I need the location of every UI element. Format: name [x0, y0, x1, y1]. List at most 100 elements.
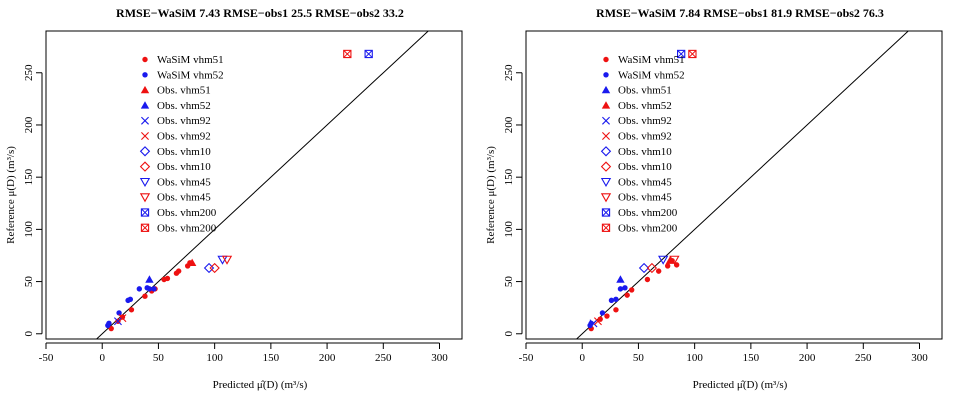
- legend-label: Obs. vhm52: [618, 100, 672, 112]
- data-point: [118, 314, 127, 323]
- y-tick-label: 50: [23, 276, 35, 288]
- legend-item: Obs. vhm45: [600, 192, 672, 204]
- legend-label: Obs. vhm10: [157, 161, 211, 173]
- x-tick-label: 150: [743, 352, 760, 364]
- series-obs-vhm45: [221, 255, 233, 265]
- legend-label: WaSiM vhm52: [618, 69, 685, 81]
- legend-item: WaSiM vhm51: [142, 54, 224, 66]
- marker-cross: [141, 223, 149, 232]
- legend-symbol: [601, 223, 611, 232]
- series-obs-vhm200: [688, 49, 697, 59]
- data-point: [203, 262, 215, 274]
- y-axis: 0 50 100 150 200 250: [23, 64, 43, 337]
- legend-item: Obs. vhm92: [141, 115, 211, 127]
- x-tick-label: -50: [39, 352, 54, 364]
- one-to-one-line: [95, 31, 430, 339]
- x-axis-label: Predicted μ̂(D) (m³/s): [213, 379, 308, 391]
- marker-box: [343, 49, 352, 59]
- data-point: [617, 286, 624, 292]
- data-point: [624, 292, 630, 298]
- data-point: [146, 286, 153, 292]
- legend-symbol: [600, 177, 612, 188]
- marker-box: [601, 208, 611, 217]
- data-point: [613, 307, 619, 313]
- series-wasim-vhm51: [588, 257, 680, 332]
- series-obs-vhm200: [364, 49, 373, 59]
- legend-symbol: [600, 146, 612, 157]
- legend-item: Obs. vhm200: [140, 222, 217, 234]
- marker-box: [677, 49, 686, 59]
- marker-cross: [677, 50, 686, 58]
- legend-item: Obs. vhm51: [140, 85, 211, 97]
- data-point: [221, 255, 233, 265]
- legend-item: Obs. vhm92: [141, 131, 211, 143]
- legend-label: Obs. vhm200: [618, 207, 678, 219]
- legend-symbol: [140, 101, 150, 109]
- series-obs-vhm92: [593, 317, 602, 326]
- data-point: [646, 262, 658, 274]
- data-point: [113, 317, 122, 326]
- marker-box: [140, 223, 150, 232]
- x-axis: -50 0 50 100 150 200 250 300: [519, 342, 928, 364]
- plot-frame: [525, 30, 943, 340]
- legend-item: Obs. vhm200: [601, 207, 678, 219]
- scatter-panel-right: RMSE−WaSiM 7.84 RMSE−obs1 81.9 RMSE−obs2…: [485, 6, 943, 391]
- legend-label: Obs. vhm200: [618, 222, 678, 234]
- data-point: [209, 262, 220, 274]
- legend-symbol: [601, 85, 611, 94]
- x-tick-label: 50: [153, 352, 165, 364]
- data-point: [164, 275, 171, 282]
- legend-label: Obs. vhm52: [157, 100, 211, 112]
- legend-item: Obs. vhm92: [602, 131, 672, 143]
- series-wasim-vhm52: [105, 285, 157, 329]
- y-axis-label: Reference μ(D) (m³/s): [485, 146, 497, 244]
- data-point: [664, 263, 671, 269]
- y-tick-label: 100: [23, 221, 35, 238]
- marker-cross: [602, 223, 610, 232]
- data-point: [673, 262, 680, 268]
- series-obs-vhm92: [589, 319, 598, 328]
- legend-item: Obs. vhm10: [139, 146, 211, 158]
- legend-symbol: [139, 146, 151, 157]
- legend-symbol: [601, 101, 611, 109]
- legend-item: WaSiM vhm52: [603, 69, 685, 81]
- data-point: [658, 255, 669, 265]
- data-point: [343, 49, 352, 59]
- data-point: [364, 49, 373, 59]
- series-obs-vhm200: [343, 49, 352, 59]
- y-tick-label: 200: [503, 116, 515, 133]
- legend-symbol: [140, 85, 150, 94]
- legend-label: WaSiM vhm52: [157, 69, 224, 81]
- plot-frame: [45, 30, 463, 340]
- marker-cross: [602, 208, 610, 217]
- legend-label: Obs. vhm10: [157, 146, 211, 158]
- marker-cross: [343, 50, 352, 58]
- data-point: [593, 317, 602, 326]
- legend-item: Obs. vhm45: [139, 176, 211, 188]
- data-point: [669, 255, 680, 265]
- y-axis: 0 50 100 150 200 250: [503, 64, 523, 337]
- data-point: [613, 296, 619, 303]
- legend-label: Obs. vhm45: [157, 192, 211, 204]
- chart-title: RMSE−WaSiM 7.43 RMSE−obs1 25.5 RMSE−obs2…: [116, 6, 404, 20]
- legend-label: Obs. vhm92: [618, 131, 672, 143]
- legend-label: Obs. vhm92: [157, 115, 211, 127]
- marker-cross: [141, 208, 149, 217]
- legend-label: Obs. vhm10: [618, 161, 672, 173]
- data-point: [655, 268, 662, 274]
- data-point: [187, 258, 197, 266]
- legend-symbol: [602, 116, 610, 125]
- data-point: [142, 293, 148, 299]
- legend-symbol: [139, 177, 151, 188]
- series-obs-vhm51: [187, 258, 197, 266]
- series-obs-vhm52: [665, 256, 675, 264]
- legend-item: Obs. vhm200: [601, 222, 678, 234]
- legend-symbol: [600, 193, 612, 203]
- legend-symbol: [139, 161, 151, 172]
- x-axis: -50 0 50 100 150 200 250 300: [39, 342, 448, 364]
- legend-label: Obs. vhm51: [618, 85, 672, 97]
- data-point: [151, 286, 157, 292]
- y-tick-label: 250: [503, 64, 515, 81]
- plot-area: [95, 31, 430, 339]
